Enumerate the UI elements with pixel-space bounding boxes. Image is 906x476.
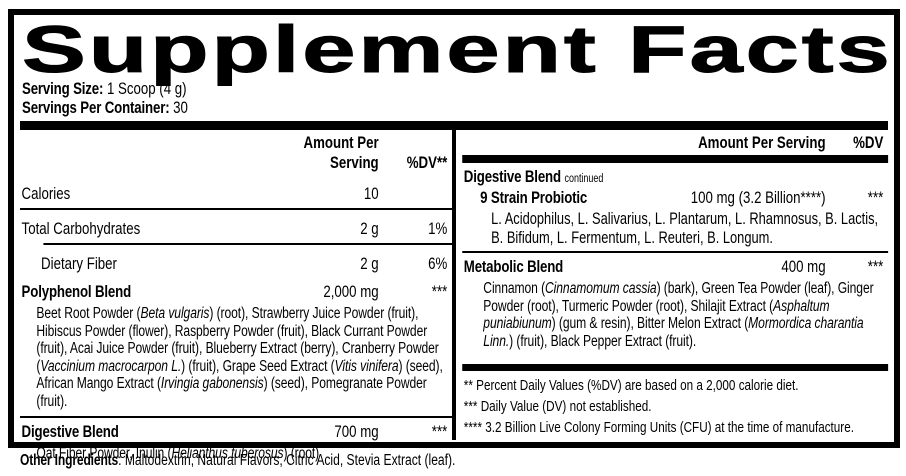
amount-per-serving-header: Amount Per Serving bbox=[303, 133, 379, 172]
supplement-facts-panel: Supplement Facts Serving Size: 1 Scoop (… bbox=[8, 9, 900, 462]
servings-per-container-line: Servings Per Container: 30 bbox=[22, 98, 890, 117]
blend-name: Digestive Blend bbox=[21, 422, 119, 441]
footnotes-section: ** Percent Daily Values (%DV) are based … bbox=[462, 364, 888, 440]
footnote-dv-basis: ** Percent Daily Values (%DV) are based … bbox=[463, 377, 799, 394]
other-ingredients-label: Other Ingredients bbox=[20, 452, 119, 469]
metabolic-blend-row: Metabolic Blend 400 mg *** bbox=[462, 253, 888, 277]
blend-name: Digestive Blend bbox=[463, 167, 561, 186]
nutrient-row-carbohydrates: Total Carbohydrates 2 g 1% bbox=[20, 210, 452, 243]
nutrient-dv: 1% bbox=[428, 219, 448, 238]
probiotic-dv: *** bbox=[867, 188, 884, 207]
blend-amount: 2,000 mg bbox=[323, 282, 379, 301]
blend-amount: 700 mg bbox=[334, 422, 379, 441]
continued-label: continued bbox=[564, 173, 604, 185]
row-separator bbox=[20, 208, 452, 210]
nutrient-dv: 6% bbox=[428, 254, 448, 273]
thick-divider-bar bbox=[20, 121, 888, 130]
footnote-dv-not-established: *** Daily Value (DV) not established. bbox=[463, 398, 652, 415]
polyphenol-blend-row: Polyphenol Blend 2,000 mg *** bbox=[20, 278, 452, 302]
digestive-blend-continued: Digestive Blend continued bbox=[462, 163, 888, 187]
nutrient-name: Dietary Fiber bbox=[41, 254, 117, 273]
dv-header: %DV bbox=[853, 133, 884, 152]
right-column: Amount Per Serving %DV Digestive Blend c… bbox=[452, 130, 888, 440]
other-ingredients-text: : Maltodextrin, Natural Flavors, Citric … bbox=[118, 452, 456, 469]
left-column: Amount Per Serving %DV** Calories 10 Tot… bbox=[20, 130, 452, 462]
servings-per-container-label: Servings Per Container: bbox=[22, 98, 170, 117]
probiotic-name: 9 Strain Probiotic bbox=[480, 188, 588, 207]
nutrient-amount: 2 g bbox=[360, 219, 379, 238]
digestive-ingredients: Oat Fiber Powder, Inulin (Helianthus tub… bbox=[36, 445, 320, 462]
metabolic-ingredients: Cinnamon (Cinnamomum cassia) (bark), Gre… bbox=[483, 280, 874, 350]
polyphenol-ingredients: Beet Root Powder (Beta vulgaris) (root),… bbox=[36, 305, 443, 410]
dv-header: %DV** bbox=[406, 153, 448, 172]
blend-name: Polyphenol Blend bbox=[21, 282, 132, 301]
blend-dv: *** bbox=[867, 257, 884, 276]
blend-dv: *** bbox=[431, 282, 448, 301]
serving-size-line: Serving Size: 1 Scoop (4 g) bbox=[22, 79, 890, 98]
nutrient-row-dietary-fiber: Dietary Fiber 2 g 6% bbox=[20, 245, 452, 278]
probiotic-row: 9 Strain Probiotic 100 mg (3.2 Billion**… bbox=[462, 187, 888, 208]
nutrient-amount: 10 bbox=[363, 184, 379, 203]
row-separator-indented bbox=[43, 243, 452, 245]
panel-title: Supplement Facts bbox=[21, 12, 893, 86]
serving-size-value: 1 Scoop (4 g) bbox=[103, 79, 187, 98]
right-column-header: Amount Per Serving %DV bbox=[462, 130, 888, 155]
nutrient-name: Calories bbox=[21, 184, 71, 203]
footnotes: ** Percent Daily Values (%DV) are based … bbox=[462, 371, 888, 440]
probiotic-strains: L. Acidophilus, L. Salivarius, L. Planta… bbox=[491, 210, 879, 247]
blend-name: Metabolic Blend bbox=[463, 257, 564, 276]
serving-info: Serving Size: 1 Scoop (4 g) Servings Per… bbox=[22, 79, 890, 117]
nutrient-amount: 2 g bbox=[360, 254, 379, 273]
nutrient-row-calories: Calories 10 bbox=[20, 175, 452, 208]
amount-per-serving-header: Amount Per Serving bbox=[698, 133, 826, 152]
serving-size-label: Serving Size: bbox=[22, 79, 104, 98]
header-bar bbox=[462, 155, 888, 163]
other-ingredients-line: Other Ingredients: Maltodextrin, Natural… bbox=[20, 452, 906, 470]
probiotic-amount: 100 mg (3.2 Billion****) bbox=[690, 188, 826, 207]
blend-dv: *** bbox=[431, 422, 448, 441]
digestive-blend-row: Digestive Blend 700 mg *** bbox=[20, 418, 452, 442]
section-bar bbox=[462, 364, 888, 371]
blend-amount: 400 mg bbox=[781, 257, 826, 276]
row-separator bbox=[20, 416, 452, 418]
servings-per-container-value: 30 bbox=[169, 98, 188, 117]
footnote-cfu: **** 3.2 Billion Live Colony Forming Uni… bbox=[463, 419, 854, 436]
row-separator bbox=[462, 251, 888, 253]
left-column-header: Amount Per Serving %DV** bbox=[20, 130, 452, 175]
nutrient-name: Total Carbohydrates bbox=[21, 219, 141, 238]
